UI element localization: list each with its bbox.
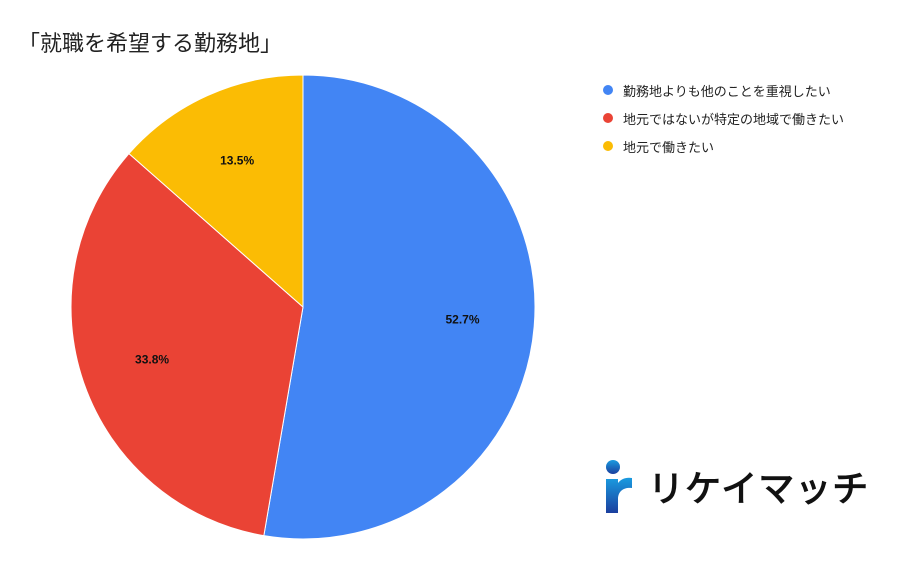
legend-item-2[interactable]: 地元ではないが特定の地域で働きたい bbox=[603, 104, 844, 132]
slice-value-label-1: 52.7% bbox=[445, 313, 479, 327]
brand-logo: リケイマッチ bbox=[604, 458, 869, 514]
legend: 勤務地よりも他のことを重視したい 地元ではないが特定の地域で働きたい 地元で働き… bbox=[603, 76, 844, 160]
legend-label-3: 地元で働きたい bbox=[623, 140, 715, 156]
legend-label-2: 地元ではないが特定の地域で働きたい bbox=[623, 112, 845, 128]
legend-swatch-3 bbox=[603, 141, 613, 151]
slice-value-label-2: 33.8% bbox=[135, 352, 169, 366]
chart-title: 「就職を希望する勤務地」 bbox=[18, 32, 283, 57]
pie-slice-1[interactable] bbox=[263, 74, 536, 540]
legend-label-1: 勤務地よりも他のことを重視したい bbox=[623, 84, 831, 100]
pie-slice-2[interactable] bbox=[70, 152, 304, 537]
brand-name: リケイマッチ bbox=[648, 469, 870, 510]
pie-slice-3[interactable] bbox=[128, 74, 304, 309]
legend-swatch-2 bbox=[603, 113, 613, 123]
legend-item-1[interactable]: 勤務地よりも他のことを重視したい bbox=[603, 76, 844, 104]
slice-value-label-3: 13.5% bbox=[220, 153, 254, 167]
legend-swatch-1 bbox=[603, 85, 613, 95]
legend-item-3[interactable]: 地元で働きたい bbox=[603, 132, 844, 160]
brand-mark-icon bbox=[606, 460, 632, 513]
